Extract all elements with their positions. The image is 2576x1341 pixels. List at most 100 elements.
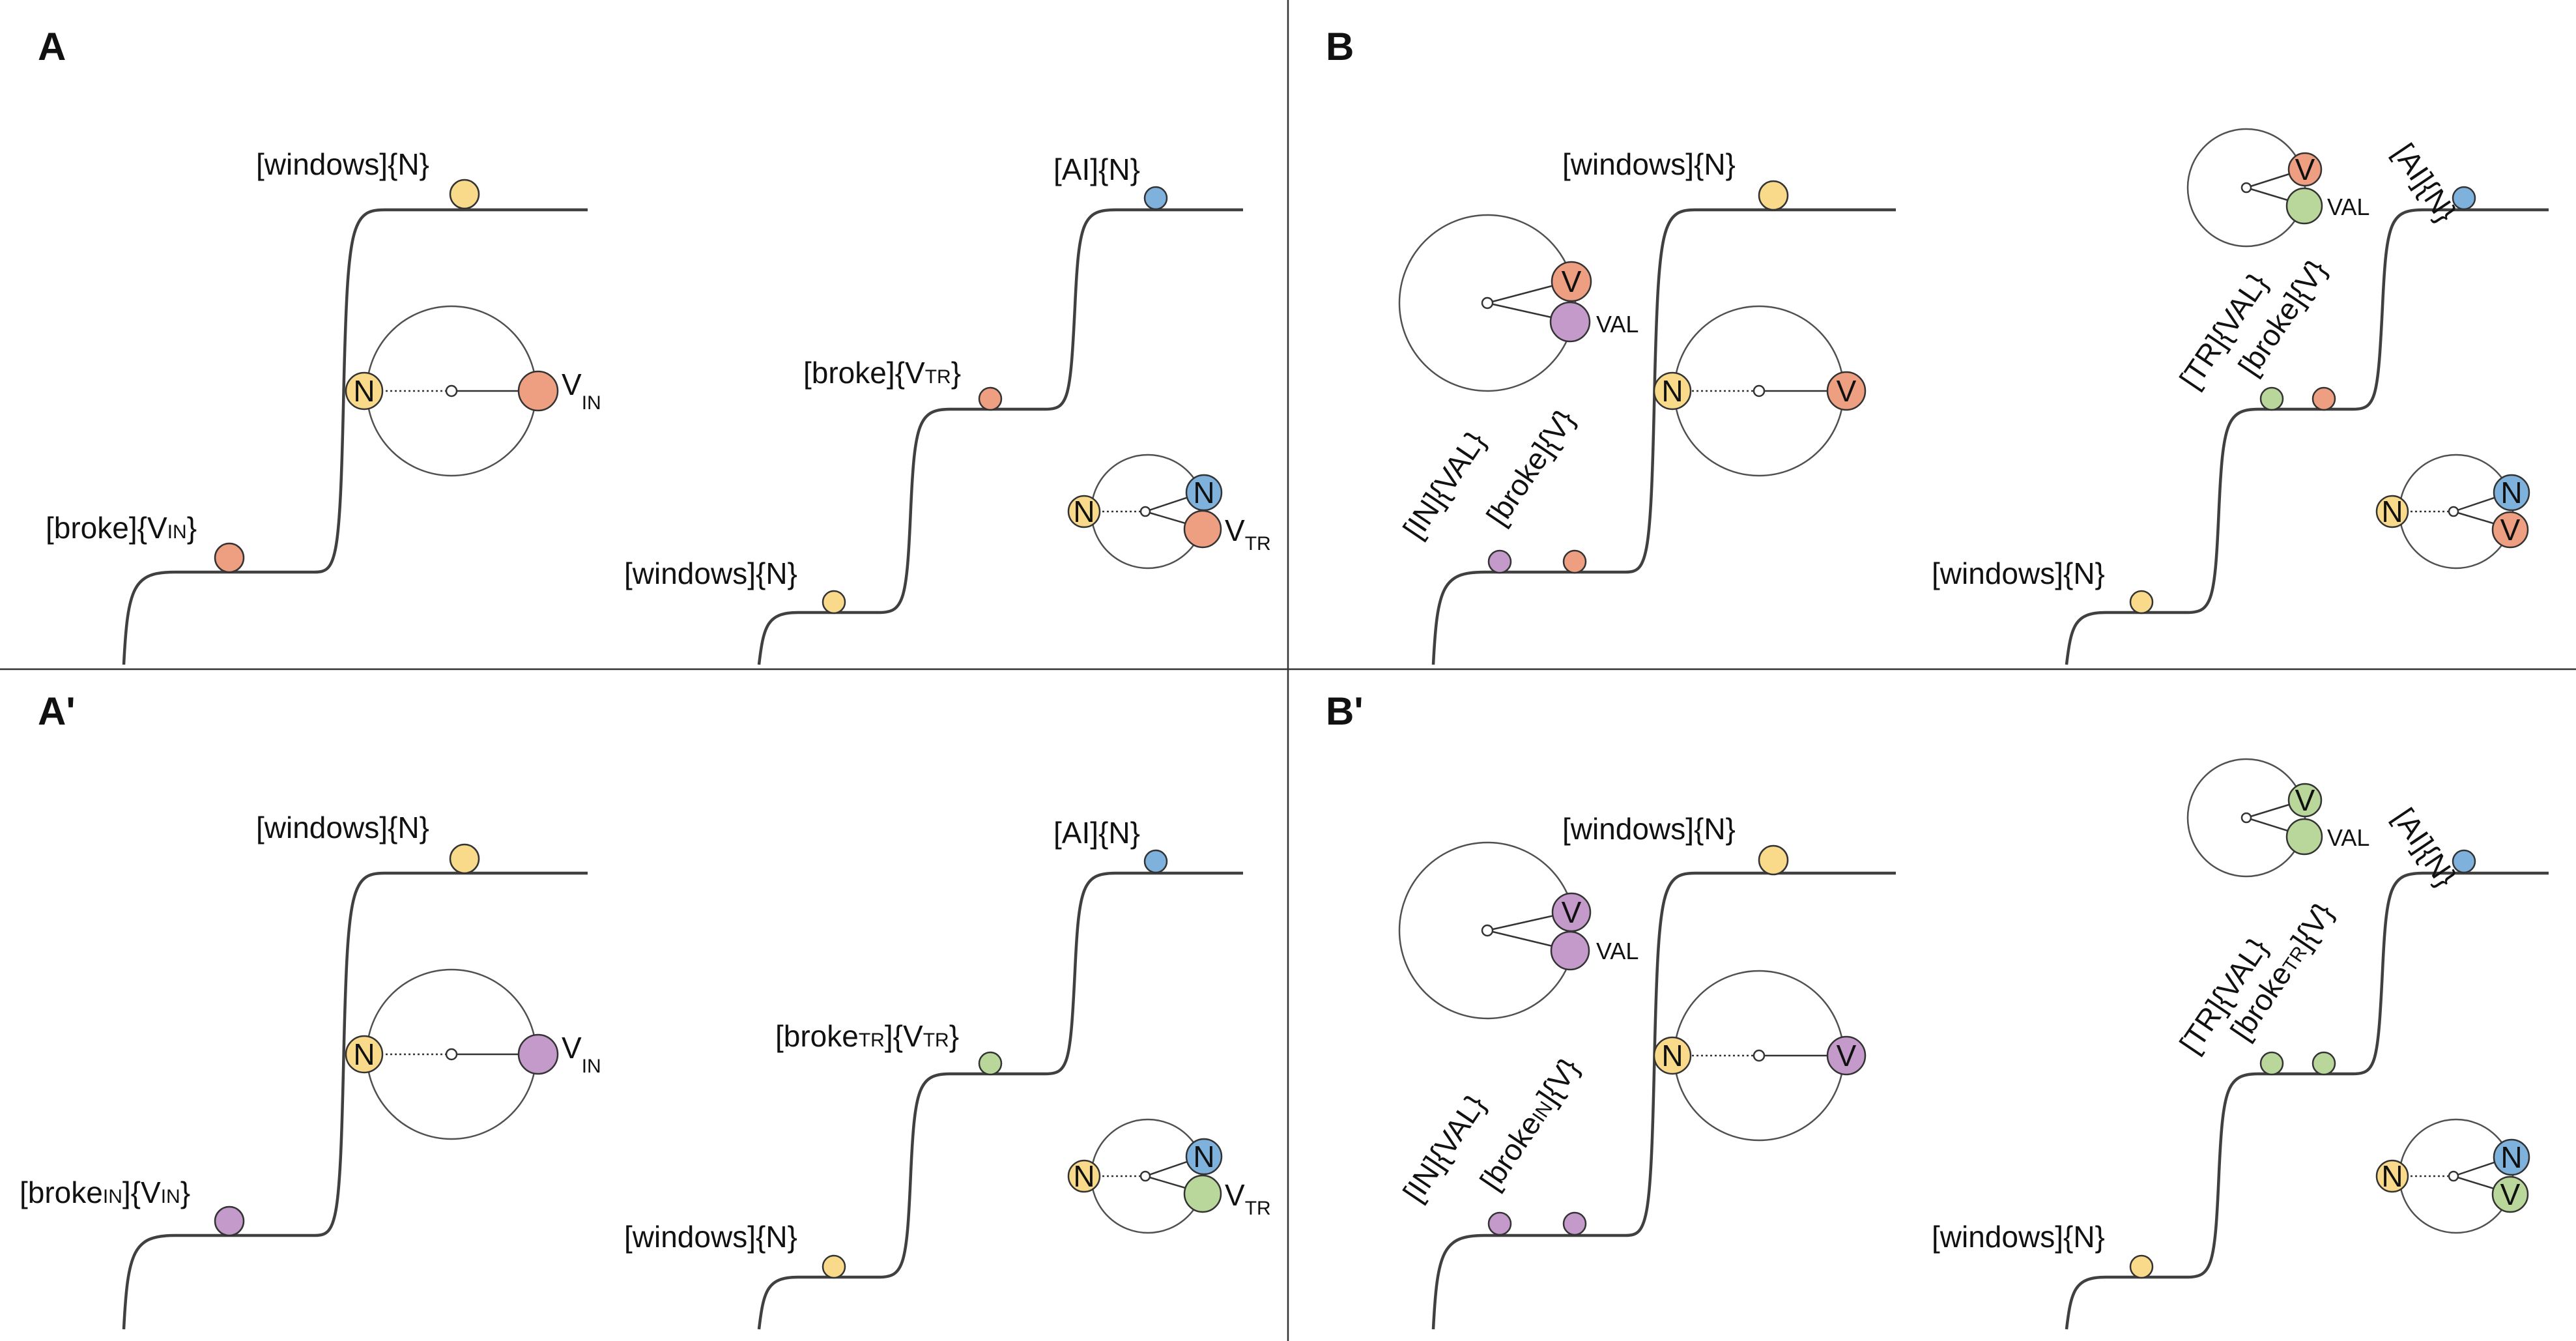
energy-step-curve <box>2065 871 2549 1330</box>
valency-circle: V VAL <box>2186 758 2369 878</box>
val-node <box>1550 930 1590 971</box>
windows-n-label: [windows]{N} <box>624 1220 797 1254</box>
vin-node-label: VIN <box>562 368 601 414</box>
windows-n-label: [windows]{N} <box>1562 147 1736 181</box>
brokein-vin-node <box>214 1205 245 1237</box>
ai-n-label: [AI]{N} <box>2387 137 2463 228</box>
tr-val-node <box>2259 386 2284 411</box>
windows-n-label: [windows]{N} <box>1562 812 1736 846</box>
n-node <box>1067 1159 1101 1193</box>
windows-n-label: [windows]{N} <box>256 811 429 844</box>
v-node-label: V <box>2500 513 2521 547</box>
vtr-node <box>1183 1174 1222 1213</box>
v-node-label: V <box>2295 783 2315 817</box>
energy-step-curve <box>122 871 588 1330</box>
windows-n-node <box>822 590 846 614</box>
n-node <box>1185 1138 1223 1175</box>
circle-center <box>1139 506 1151 517</box>
n-node-label: N <box>353 1037 375 1071</box>
circle-center <box>445 1048 458 1061</box>
v-node-label: V <box>2295 152 2315 186</box>
n-node <box>2493 1138 2530 1176</box>
ai-n-node <box>2452 186 2476 210</box>
v-node <box>1551 261 1592 302</box>
n-node-label: N <box>2500 476 2522 510</box>
tr-val-node <box>2259 1051 2284 1076</box>
brokein-vin-label: [brokeIN]{VIN} <box>20 1175 190 1209</box>
brokein-v-node <box>1562 1211 1587 1236</box>
in-val-node <box>1487 1211 1512 1236</box>
panel-letter: B <box>1326 25 1354 68</box>
n-node-label: N <box>1193 1140 1214 1174</box>
n-node-label: N <box>353 374 375 408</box>
windows-n-node <box>822 1254 846 1279</box>
broke-vtr-label: [broke]{VTR} <box>803 356 961 390</box>
n-node <box>345 371 384 411</box>
circle-center <box>445 384 458 397</box>
broketr-vtr-label: [brokeTR]{VTR} <box>775 1019 959 1053</box>
n-node-label: N <box>2500 1140 2522 1174</box>
broketr-vtr-node <box>978 1051 1003 1076</box>
broke-v-label: [broke]{V} <box>1480 403 1581 532</box>
ai-n-node <box>1143 186 1168 210</box>
ai-n-label: [AI]{N} <box>1053 152 1140 186</box>
ai-n-node <box>1143 849 1168 874</box>
broketr-v-node <box>2311 1051 2336 1076</box>
in-val-label: [IN]{VAL} <box>1396 425 1492 544</box>
circle-center <box>1481 924 1494 937</box>
circle-center <box>1753 384 1766 397</box>
circle-center <box>1753 1049 1766 1062</box>
valency-circle: N N V <box>2375 1118 2530 1234</box>
panel-a-prime: A' [windows]{N} [brokeIN]{VIN} N VIN [AI… <box>20 689 1271 1330</box>
windows-n-node <box>449 843 480 874</box>
n-node-label: N <box>1073 495 1095 528</box>
val-node-label: VAL <box>2327 194 2369 220</box>
broke-v-node <box>2311 386 2336 411</box>
n-node-label: N <box>1193 476 1214 510</box>
val-node <box>2285 818 2323 856</box>
n-node <box>1067 495 1101 528</box>
circle-center <box>2240 182 2252 194</box>
valency-circle: V VAL <box>2186 128 2369 248</box>
n-node <box>2493 474 2530 512</box>
v-node <box>2491 511 2529 549</box>
windows-n-node <box>2129 1254 2154 1279</box>
valency-circle: V VAL <box>1398 841 1639 1020</box>
windows-n-node <box>2129 590 2154 614</box>
vtr-node-label: VTR <box>1225 1178 1271 1219</box>
v-node-label: V <box>1837 374 1857 408</box>
panel-b-prime: B' [windows]{N} [IN]{VAL} [brokeIN]{V} V… <box>1326 689 2549 1330</box>
in-val-node <box>1487 549 1512 574</box>
windows-n-label: [windows]{N} <box>256 147 429 181</box>
circle-center <box>1481 296 1494 310</box>
val-node-label: VAL <box>1596 311 1639 338</box>
valency-circle: N N VTR <box>1067 454 1271 570</box>
valency-circle: N VIN <box>345 305 601 477</box>
valency-circle: N VIN <box>345 968 601 1140</box>
vtr-node-label: VTR <box>1225 513 1271 555</box>
valency-circle: N V <box>1653 305 1867 477</box>
val-node-label: VAL <box>1596 938 1639 964</box>
v-node-label: V <box>1562 895 1582 929</box>
panel-letter: B' <box>1326 689 1364 733</box>
valency-ring <box>2186 758 2306 878</box>
n-node <box>2375 1159 2409 1193</box>
energy-step-curve <box>757 208 1243 665</box>
circle-center <box>2448 1170 2459 1182</box>
n-node-label: N <box>2381 495 2403 528</box>
n-node-label: N <box>1661 374 1683 408</box>
v-node-label: V <box>1837 1039 1857 1073</box>
vin-node <box>517 1033 559 1075</box>
energy-step-curve <box>1431 208 1896 665</box>
panel-letter: A' <box>38 689 76 733</box>
windows-n-node <box>449 179 480 210</box>
broke-vin-node <box>214 542 245 573</box>
n-node-label: N <box>1661 1039 1683 1073</box>
n-node-label: N <box>1073 1159 1095 1193</box>
ai-n-label: [AI]{N} <box>1053 816 1140 850</box>
circle-center <box>2240 812 2252 824</box>
brokein-v-label: [brokeIN]{V} <box>1473 1052 1586 1196</box>
windows-n-label: [windows]{N} <box>624 556 797 590</box>
energy-step-curve <box>2065 208 2549 665</box>
v-node <box>1826 1035 1867 1076</box>
